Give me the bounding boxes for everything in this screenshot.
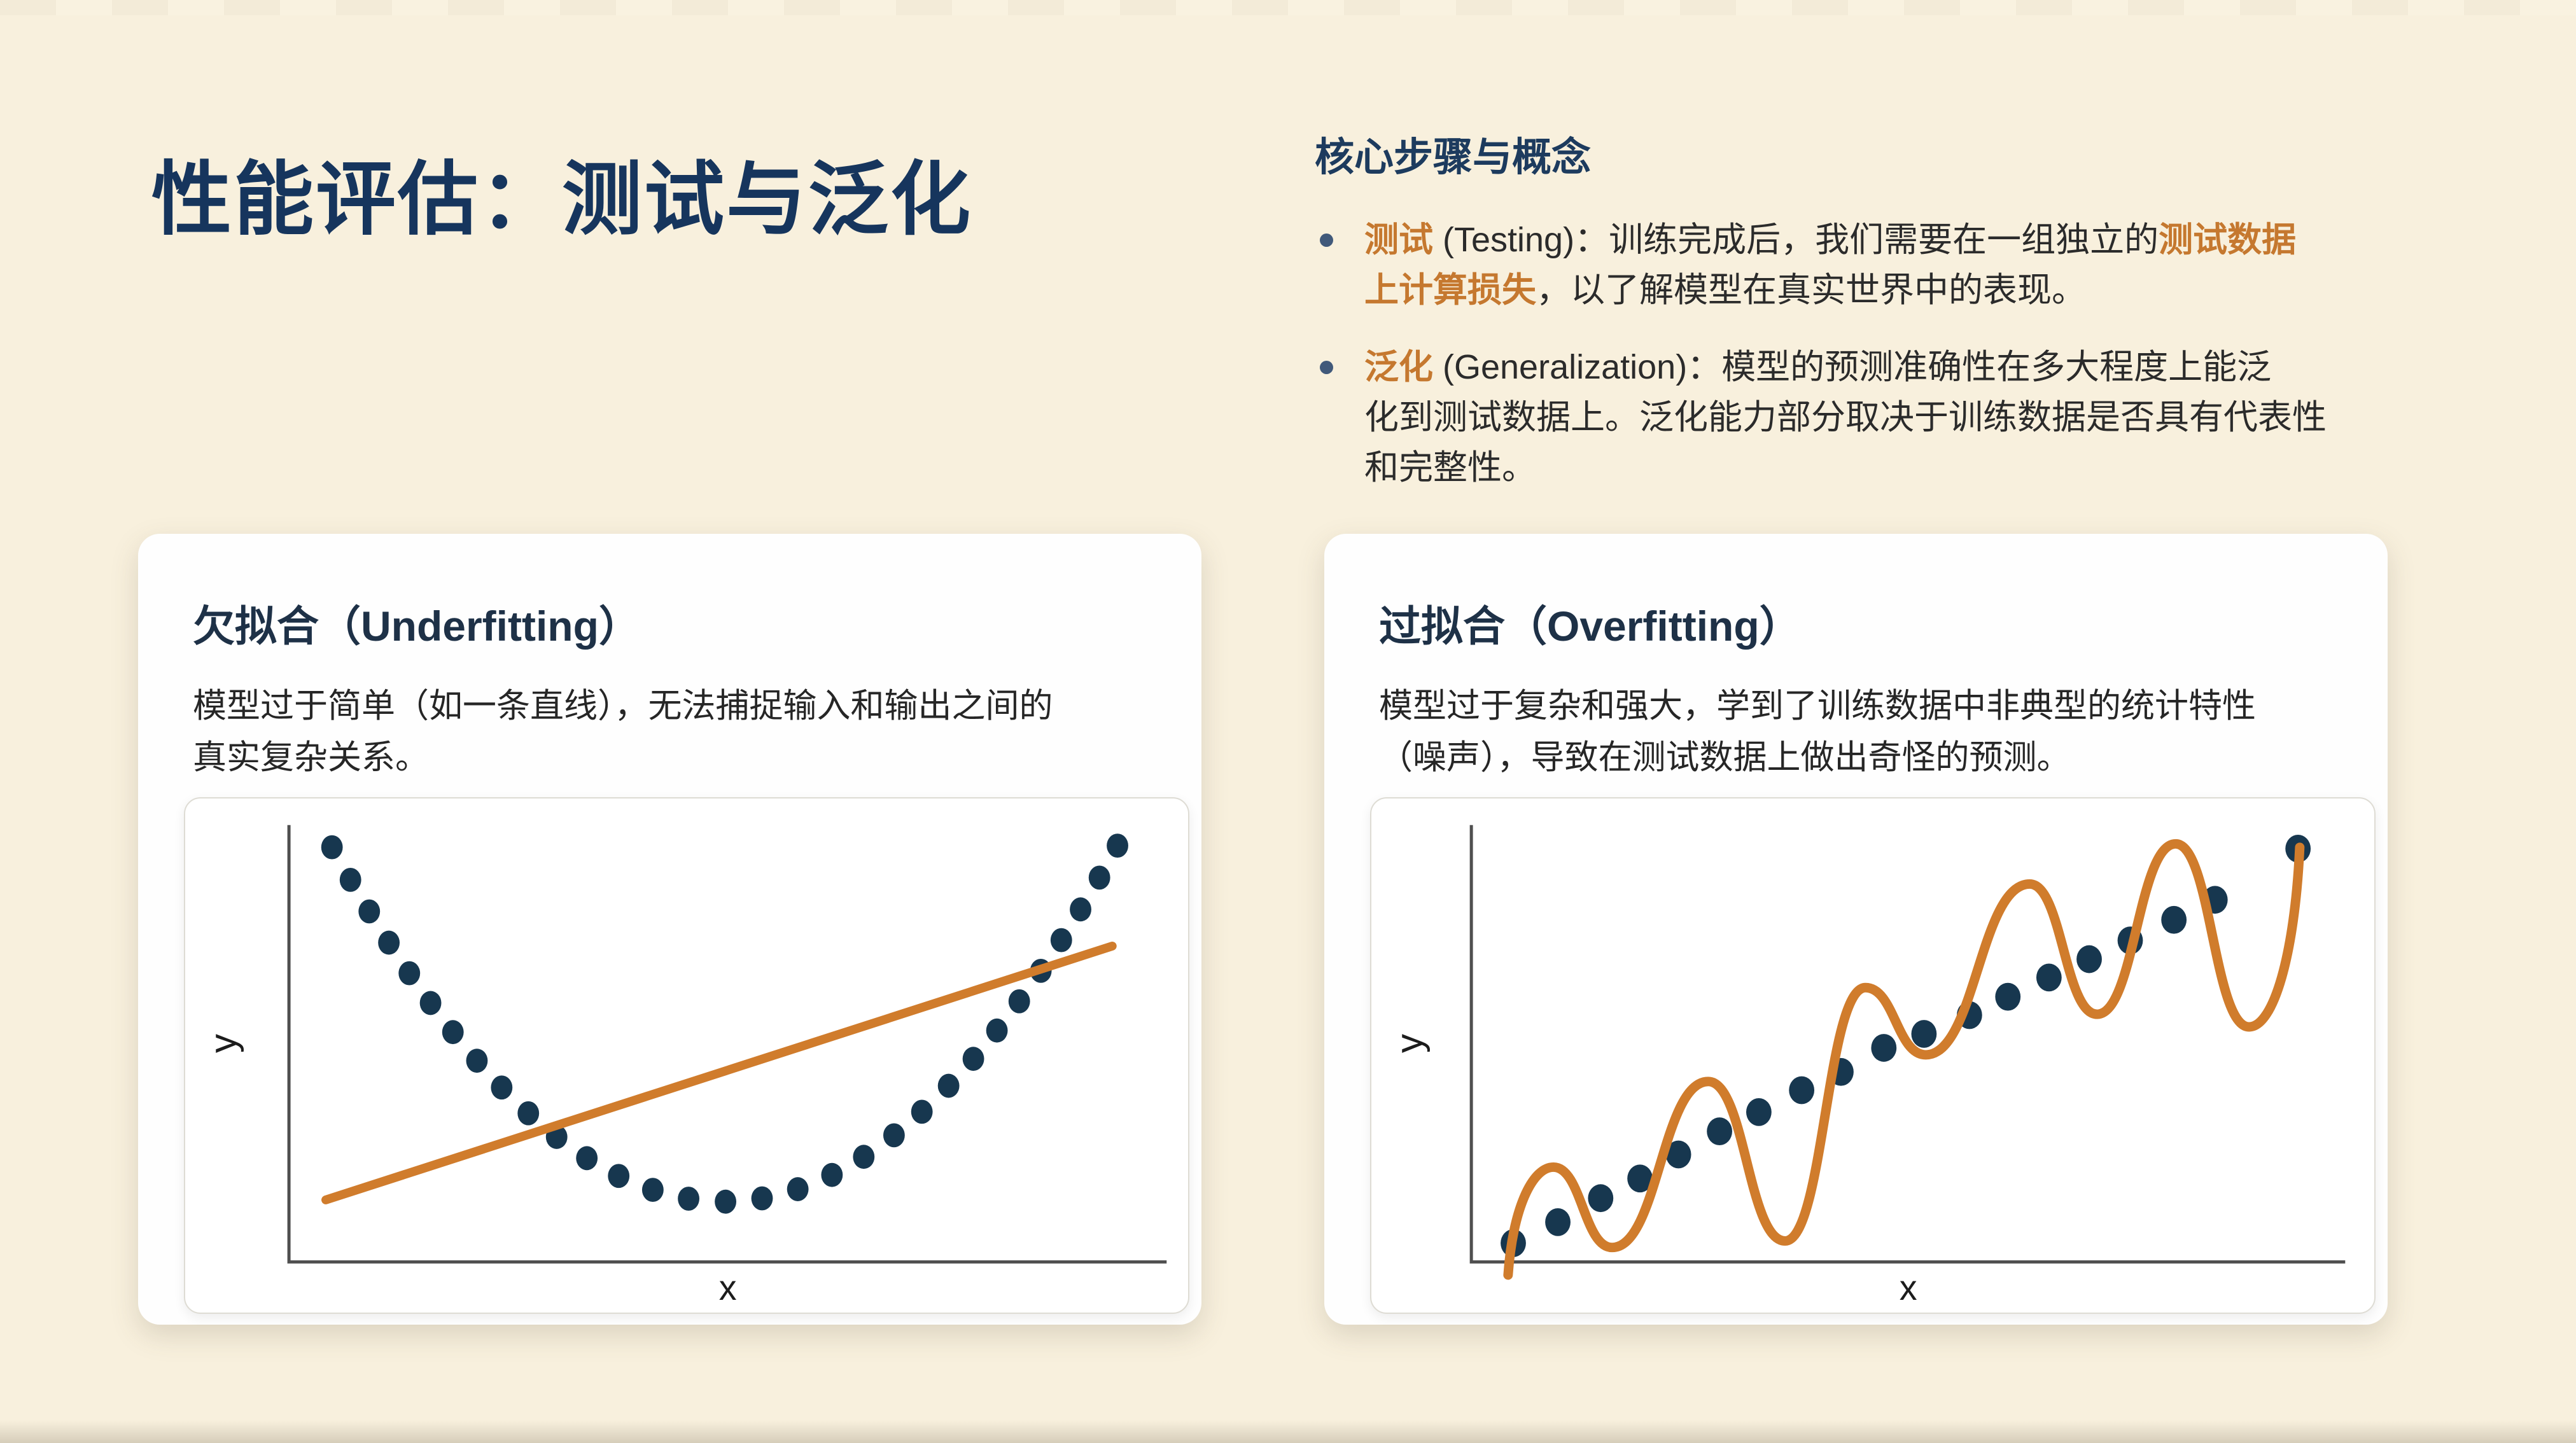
data-point-dot — [339, 867, 361, 892]
body-line: （噪声），导致在测试数据上做出奇怪的预测。 — [1379, 739, 2071, 776]
data-point-dot — [821, 1162, 843, 1187]
plain-text: (Testing)： — [1433, 221, 1609, 259]
underfitting-card: 欠拟合（Underfitting） 模型过于简单（如一条直线），无法捕捉输入和输… — [138, 534, 1201, 1325]
concept-bullet-1: 泛化 (Generalization)：模型的预测准确性在多大程度上能泛化到测试… — [1315, 342, 2530, 493]
overfitting-card-heading: 过拟合（Overfitting） — [1379, 603, 1802, 650]
data-point-dot — [937, 1073, 960, 1098]
body-line: 真实复杂关系。 — [193, 739, 429, 776]
data-point-dot — [1789, 1076, 1815, 1105]
data-point-dot — [517, 1101, 540, 1126]
underfitting-card-body: 模型过于简单（如一条直线），无法捕捉输入和输出之间的 真实复杂关系。 — [193, 680, 1151, 783]
data-point-dot — [751, 1186, 773, 1211]
underfitting-chart-figure: yx — [202, 825, 1167, 1307]
data-point-dot — [911, 1099, 933, 1124]
data-point-dot — [419, 991, 442, 1015]
data-point-dot — [398, 961, 421, 986]
data-point-dot — [1627, 1164, 1653, 1193]
data-point-dot — [1545, 1208, 1571, 1236]
data-point-dot — [678, 1187, 700, 1211]
top-artifact-strip — [0, 0, 2576, 15]
body-line: 模型过于复杂和强大，学到了训练数据中非典型的统计特性 — [1379, 687, 2256, 725]
data-point-dot — [442, 1020, 464, 1045]
bullet-list: 测试 (Testing)：训练完成后，我们需要在一组独立的测试数据 上计算损失，以… — [1315, 215, 2530, 493]
body-line: 模型过于简单（如一条直线），无法捕捉输入和输出之间的 — [193, 687, 1053, 725]
data-point-dot — [853, 1145, 875, 1169]
y-axis-label: y — [202, 1034, 244, 1053]
linear-fit-line — [321, 942, 1117, 1204]
data-point-dot — [378, 930, 400, 955]
plain-text: (Generalization)： — [1433, 348, 1722, 386]
data-point-dot — [2076, 945, 2102, 973]
data-point-dot — [466, 1049, 488, 1073]
data-point-dot — [1707, 1117, 1732, 1146]
data-point-dot — [321, 835, 343, 860]
axes — [287, 825, 1167, 1264]
x-axis-label: x — [1900, 1268, 1917, 1307]
x-axis-label: x — [719, 1268, 737, 1307]
plain-text: 训练完成后，我们需要在一组独立的 — [1609, 221, 2159, 259]
bullet-line: 测试 (Testing)：训练完成后，我们需要在一组独立的测试数据 — [1364, 215, 2530, 265]
data-point-dot — [1107, 833, 1128, 858]
data-point-dot — [1070, 897, 1091, 922]
bullet-dot-icon — [1320, 234, 1333, 247]
data-point-dot — [1871, 1034, 1897, 1062]
wiggly-fit-curve — [1503, 839, 2305, 1280]
bullet-line: 化到测试数据上。泛化能力部分取决于训练数据是否具有代表性 — [1364, 393, 2530, 443]
data-point-dot — [576, 1146, 598, 1171]
plain-text: 化到测试数据上。泛化能力部分取决于训练数据是否具有代表性 — [1364, 398, 2327, 436]
data-point-dot — [986, 1018, 1008, 1043]
bullet-line: 和完整性。 — [1364, 443, 2530, 493]
plain-text: 模型的预测准确性在多大程度上能泛 — [1721, 348, 2272, 386]
bullet-line: 上计算损失，以了解模型在真实世界中的表现。 — [1364, 265, 2530, 316]
plain-text: 和完整性。 — [1364, 449, 1536, 487]
emphasized-text: 泛化 — [1364, 348, 1433, 386]
data-point-dot — [1008, 989, 1030, 1014]
data-point-dot — [2161, 905, 2187, 934]
data-point-dot — [358, 899, 381, 924]
data-point-dot — [787, 1177, 809, 1201]
concept-bullet-0: 测试 (Testing)：训练完成后，我们需要在一组独立的测试数据 上计算损失，以… — [1315, 215, 2530, 316]
bullet-line: 泛化 (Generalization)：模型的预测准确性在多大程度上能泛 — [1364, 342, 2530, 393]
data-point-dot — [1746, 1098, 1772, 1126]
emphasized-text: 上计算损失 — [1364, 271, 1536, 309]
data-point-dot — [1050, 928, 1072, 952]
y-axis-label: y — [1388, 1034, 1431, 1053]
underfitting-card-heading: 欠拟合（Underfitting） — [193, 603, 641, 650]
data-point-dot — [2036, 963, 2062, 992]
emphasized-text: 测试数据 — [2159, 221, 2297, 259]
data-point-dot — [1911, 1020, 1937, 1048]
page-title: 性能评估：测试与泛化 — [151, 155, 972, 245]
data-point-dot — [1995, 982, 2021, 1011]
concepts-section: 核心步骤与概念 测试 (Testing)：训练完成后，我们需要在一组独立的测试数… — [1315, 125, 2530, 520]
data-point-dot — [715, 1189, 737, 1214]
emphasized-text: 测试 — [1364, 221, 1433, 259]
axes — [1469, 825, 2346, 1264]
plain-text: ，以了解模型在真实世界中的表现。 — [1536, 271, 2086, 309]
data-point-dot — [641, 1178, 664, 1202]
data-point-dot — [1088, 865, 1110, 890]
overfitting-card: 过拟合（Overfitting） 模型过于复杂和强大，学到了训练数据中非典型的统… — [1324, 534, 2388, 1325]
bullet-dot-icon — [1320, 361, 1333, 374]
data-point-dot — [491, 1075, 513, 1100]
data-point-dot — [1665, 1140, 1691, 1169]
overfitting-card-body: 模型过于复杂和强大，学到了训练数据中非典型的统计特性 （噪声），导致在测试数据上… — [1379, 680, 2337, 783]
data-point-dot — [883, 1123, 905, 1148]
overfitting-chart-figure: yx — [1388, 825, 2346, 1307]
data-point-dot — [962, 1047, 984, 1071]
concepts-heading: 核心步骤与概念 — [1315, 136, 1592, 179]
data-point-dot — [1588, 1184, 1614, 1213]
data-point-dot — [608, 1164, 630, 1189]
